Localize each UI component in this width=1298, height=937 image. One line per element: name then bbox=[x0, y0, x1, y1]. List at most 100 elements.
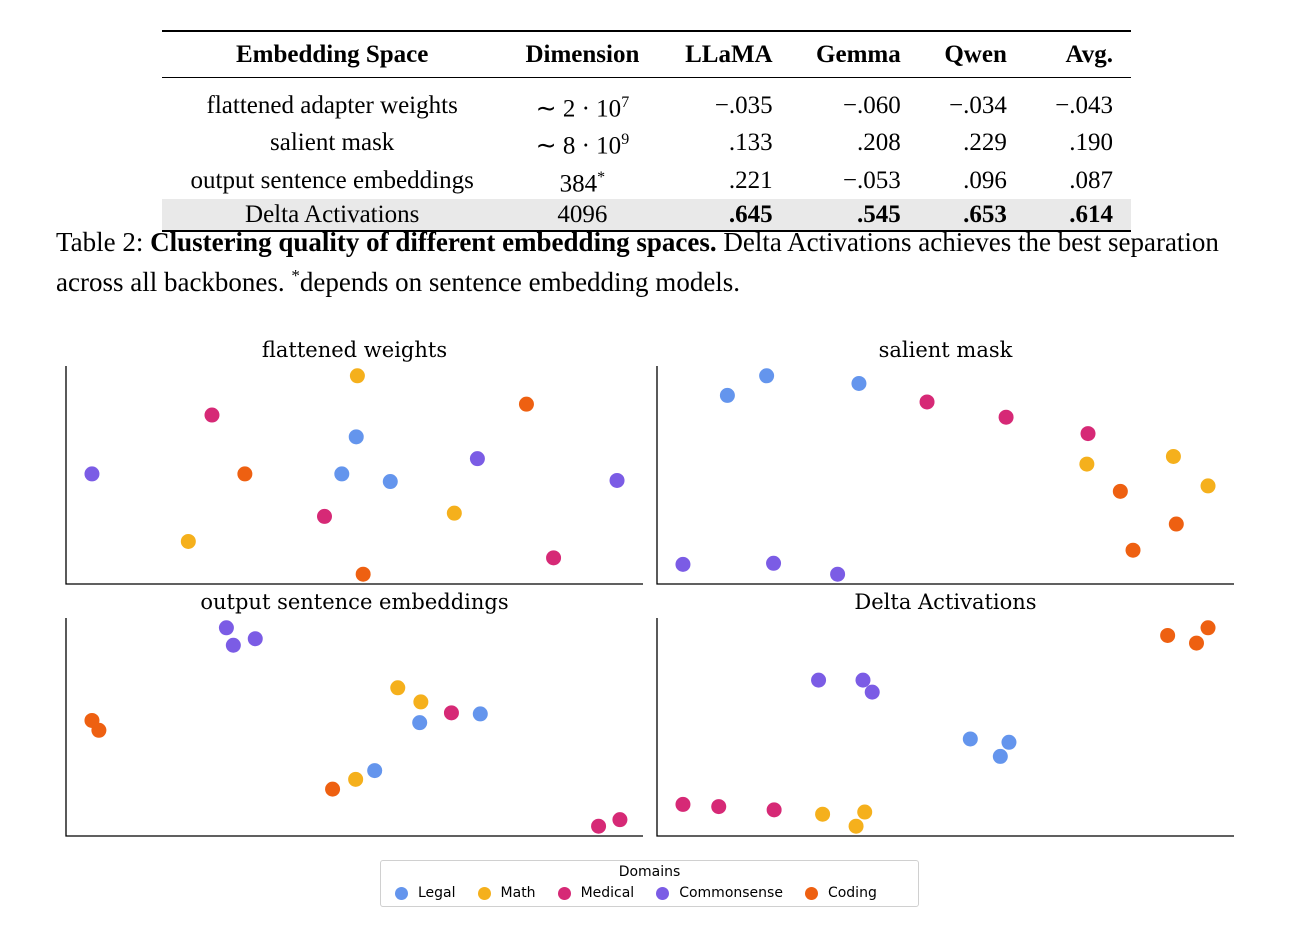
scatter-point-medical bbox=[919, 394, 935, 410]
scatter-point-commonsense bbox=[864, 684, 880, 700]
cell-qwen: .096 bbox=[963, 166, 1007, 194]
scatter-point-medical bbox=[546, 550, 562, 566]
table-caption: Table 2: Clustering quality of different… bbox=[56, 226, 1256, 299]
scatter-point-math bbox=[413, 694, 429, 710]
scatter-point-math bbox=[1079, 456, 1095, 472]
panel-title-flattened-weights: flattened weights bbox=[261, 338, 448, 362]
table-row-highlight: Delta Activations 4096 .645 .545 .653 .6… bbox=[162, 198, 1131, 231]
scatter-point-legal bbox=[472, 706, 488, 722]
cell-avg: .190 bbox=[1069, 129, 1113, 157]
cell-gemma: .208 bbox=[856, 129, 901, 157]
cell-avg: −.043 bbox=[1055, 92, 1113, 120]
cell-gemma: −.060 bbox=[842, 92, 901, 120]
cell-qwen: .229 bbox=[963, 129, 1007, 157]
scatter-panel bbox=[65, 618, 643, 837]
axis-spines bbox=[656, 366, 1234, 585]
scatter-point-medical bbox=[316, 508, 332, 524]
panel-title-delta-activations: Delta Activations bbox=[854, 590, 1037, 614]
cell-dimension: 384* bbox=[559, 168, 606, 197]
scatter-point-math bbox=[1165, 448, 1181, 464]
legend-title: Domains bbox=[618, 864, 681, 880]
scatter-point-medical bbox=[443, 705, 459, 721]
cell-avg: .614 bbox=[1069, 200, 1113, 228]
legend-item-coding: Coding bbox=[804, 885, 877, 901]
header-gemma: Gemma bbox=[816, 40, 901, 68]
scatter-point-legal bbox=[719, 387, 735, 403]
legend-item-commonsense: Commonsense bbox=[656, 885, 783, 901]
cell-space: Delta Activations bbox=[245, 200, 420, 228]
legend: Domains Legal Math Medical Commonsense C… bbox=[380, 860, 919, 907]
scatter-point-math bbox=[348, 771, 364, 787]
cell-space: output sentence embeddings bbox=[190, 166, 474, 194]
scatter-point-medical bbox=[591, 818, 607, 834]
header-dimension: Dimension bbox=[525, 40, 640, 68]
table-row: flattened adapter weights ∼ 2 · 107 −.03… bbox=[162, 78, 1131, 125]
table-row: salient mask ∼ 8 · 109 .133 .208 .229 .1… bbox=[162, 124, 1131, 161]
panel-title-output-sentence-embeddings: output sentence embeddings bbox=[200, 590, 509, 614]
scatter-point-coding bbox=[1200, 620, 1216, 636]
legend-dot bbox=[395, 886, 408, 900]
legend-item-medical: Medical bbox=[557, 885, 635, 901]
cell-qwen: .653 bbox=[963, 200, 1007, 228]
scatter-panel bbox=[656, 366, 1234, 585]
scatter-point-medical bbox=[675, 796, 691, 812]
scatter-point-math bbox=[857, 804, 873, 820]
scatter-point-legal bbox=[367, 763, 383, 779]
scatter-point-commonsense bbox=[675, 556, 691, 572]
scatter-point-commonsense bbox=[84, 466, 100, 482]
scatter-point-math bbox=[815, 806, 831, 822]
scatter-point-legal bbox=[851, 375, 867, 391]
scatter-point-coding bbox=[355, 566, 371, 582]
scatter-point-math bbox=[349, 368, 365, 384]
caption-label: Table 2: bbox=[56, 227, 144, 257]
scatter-point-medical bbox=[766, 802, 782, 818]
scatter-point-commonsense bbox=[225, 637, 241, 653]
cell-dimension: ∼ 2 · 107 bbox=[535, 94, 630, 123]
scatter-point-coding bbox=[518, 396, 534, 412]
legend-dot bbox=[804, 886, 818, 900]
scatter-point-legal bbox=[962, 731, 978, 747]
scatter-point-commonsense bbox=[609, 472, 625, 488]
scatter-point-legal bbox=[759, 368, 775, 384]
scatter-point-coding bbox=[1112, 483, 1128, 499]
scatter-point-coding bbox=[1188, 635, 1204, 651]
caption-text: Delta Activations achieves the best sepa… bbox=[56, 227, 1219, 297]
scatter-point-commonsense bbox=[811, 672, 827, 688]
scatter-point-legal bbox=[382, 474, 398, 490]
cell-avg: .087 bbox=[1069, 166, 1113, 194]
scatter-point-commonsense bbox=[247, 631, 263, 647]
cell-dimension: ∼ 8 · 109 bbox=[535, 131, 630, 160]
cell-llama: .133 bbox=[728, 129, 773, 157]
legend-label: Medical bbox=[580, 885, 635, 901]
scatter-point-legal bbox=[334, 466, 350, 482]
cell-llama: .221 bbox=[728, 166, 773, 194]
scatter-point-math bbox=[848, 818, 864, 834]
scatter-point-commonsense bbox=[469, 451, 485, 467]
cell-llama: .645 bbox=[728, 200, 773, 228]
scatter-panel bbox=[656, 618, 1234, 837]
scatter-point-commonsense bbox=[855, 672, 871, 688]
header-qwen: Qwen bbox=[944, 40, 1007, 68]
legend-label: Coding bbox=[827, 885, 877, 901]
scatter-point-coding bbox=[1160, 627, 1176, 643]
header-embedding-space: Embedding Space bbox=[235, 40, 429, 68]
scatter-point-medical bbox=[612, 812, 628, 828]
axis-spines bbox=[656, 618, 1234, 837]
table-row: output sentence embeddings 384* .221 −.0… bbox=[162, 162, 1131, 199]
table-header-row: Embedding Space Dimension LLaMA Gemma Qw… bbox=[162, 31, 1131, 78]
scatter-point-math bbox=[180, 533, 196, 549]
scatter-point-medical bbox=[998, 409, 1014, 425]
legend-dot bbox=[656, 886, 670, 900]
caption-sup: * bbox=[291, 266, 300, 285]
scatter-point-commonsense bbox=[218, 620, 234, 636]
scatter-point-legal bbox=[412, 715, 428, 731]
cell-space: flattened adapter weights bbox=[206, 92, 458, 120]
legend-label: Commonsense bbox=[679, 885, 783, 901]
scatter-point-legal bbox=[992, 748, 1008, 764]
scatter-panel bbox=[65, 366, 643, 585]
cell-space: salient mask bbox=[270, 129, 395, 157]
scatter-point-math bbox=[446, 505, 462, 521]
legend-items: Legal Math Medical Commonsense Coding bbox=[395, 885, 899, 901]
cell-qwen: −.034 bbox=[948, 92, 1007, 120]
